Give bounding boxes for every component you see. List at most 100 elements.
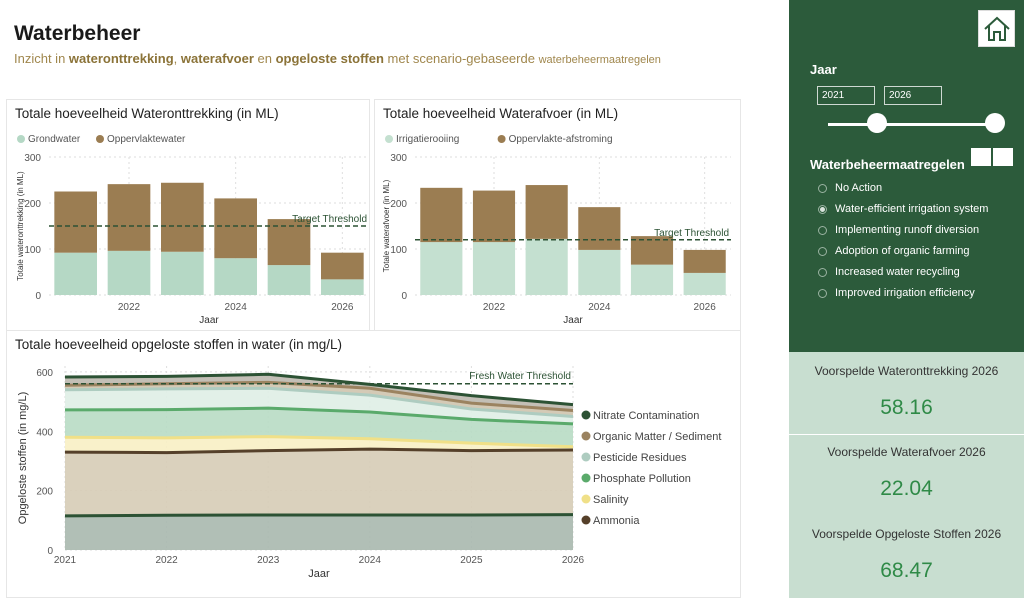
area-band [65,436,573,453]
measure-option-label: Implementing runoff diversion [835,224,980,236]
year-label: Jaar [810,62,837,77]
bar-segment [683,249,726,273]
legend-marker [385,135,393,143]
home-button[interactable] [978,10,1015,47]
bar-segment [54,252,97,295]
bar-segment [420,242,463,295]
withdrawal-chart-title: Totale hoeveelheid Wateronttrekking (in … [15,106,279,121]
y-tick-label: 200 [24,199,41,210]
y-tick-label: 200 [390,199,407,210]
series-line [64,406,574,426]
year-slider-track[interactable] [828,123,996,126]
bar-segment [267,219,311,266]
x-tick-label: 2022 [483,302,506,313]
home-icon [983,16,1010,41]
kpi-label: Voorspelde Wateronttrekking 2026 [814,364,999,378]
measure-option-label: Adoption of organic farming [835,245,970,257]
y-tick-label: 200 [36,487,53,498]
legend-label: Irrigatierooiing [396,134,459,145]
bar-segment [214,258,257,295]
area-band [65,514,573,550]
area-band [65,388,573,424]
measure-option-label: Improved irrigation efficiency [835,287,975,299]
year-slider-start-handle[interactable] [867,113,887,133]
legend-marker [581,473,591,483]
x-tick-label: 2026 [694,302,717,313]
x-tick-label: 2024 [588,302,611,313]
bar-segment [321,279,364,295]
x-axis-title: Jaar [199,315,219,326]
x-tick-label: 2024 [359,555,382,566]
year-slider-end-handle[interactable] [985,113,1005,133]
kpi-value: 68.47 [880,559,933,582]
bar-segment [107,250,151,295]
threshold-label: Target Threshold [654,228,729,239]
bar-segment [472,242,516,295]
x-axis-title: Jaar [308,568,330,580]
radio-icon[interactable] [818,289,827,298]
kpi-card-drainage-solutes: Voorspelde Waterafvoer 2026 22.04 Voorsp… [789,435,1024,598]
radio-icon[interactable] [818,184,827,193]
series-line [64,447,574,455]
measure-option-label: Water-efficient irrigation system [835,203,989,215]
bar-segment [161,182,204,252]
legend-marker [581,515,591,525]
y-tick-label: 0 [47,546,53,557]
withdrawal-chart-panel: Totale hoeveelheid Wateronttrekking (in … [6,99,370,331]
radio-icon[interactable] [818,247,827,256]
bar-segment [420,187,463,243]
bar-segment [54,191,97,253]
bar-segment [630,236,674,265]
solutes-chart-panel: Totale hoeveelheid opgeloste stoffen in … [6,330,741,598]
legend-label: Oppervlaktewater [107,134,186,145]
bar-segment [683,272,726,295]
clear-selection-button[interactable] [993,148,1013,166]
year-to-input[interactable]: 2026 [884,86,942,105]
legend-label: Organic Matter / Sediment [593,431,721,443]
legend-marker [581,410,591,420]
x-tick-label: 2024 [225,302,248,313]
kpi-label: Voorspelde Opgeloste Stoffen 2026 [811,527,1002,541]
kpi-value: 22.04 [880,477,933,500]
bar-segment [578,207,621,250]
y-axis-title: Totale waterafvoer (in ML) [382,179,391,272]
y-axis-title: Totale wateronttrekking (in ML) [16,171,25,281]
radio-icon[interactable] [818,268,827,277]
area-band [65,449,573,516]
drainage-chart-panel: Totale hoeveelheid Waterafvoer (in ML) I… [374,99,741,331]
series-line [64,513,574,518]
x-tick-label: 2025 [460,555,483,566]
year-from-input[interactable]: 2021 [817,86,875,105]
threshold-label: Fresh Water Threshold [469,371,571,382]
legend-label: Nitrate Contamination [593,410,699,422]
y-tick-label: 600 [36,368,53,379]
drainage-chart: Irrigatierooiing Oppervlakte-afstroming 0 1… [382,134,731,326]
legend-label: Salinity [593,494,629,506]
bar-segment [525,238,568,295]
radio-icon[interactable] [818,205,827,214]
legend-marker [497,135,506,143]
page-subtitle: Inzicht in wateronttrekking, waterafvoer… [14,51,661,66]
solutes-chart-title: Totale hoeveelheid opgeloste stoffen in … [15,337,342,352]
x-tick-label: 2022 [118,302,141,313]
legend-label: Phosphate Pollution [593,473,691,485]
y-axis-title: Opgeloste stoffen (in mg/L) [17,392,29,524]
series-line [64,386,574,418]
kpi-label: Voorspelde Waterafvoer 2026 [827,445,986,459]
measure-option-label: Increased water recycling [835,266,960,278]
x-tick-label: 2026 [562,555,585,566]
y-tick-label: 0 [35,291,41,302]
bar-segment [214,198,257,259]
legend-marker [581,452,591,462]
threshold-label: Target Threshold [292,214,367,225]
bar-segment [472,190,516,243]
radio-icon[interactable] [818,226,827,235]
series-line [64,372,574,407]
bar-segment [525,185,568,239]
legend-marker [17,135,25,143]
filter-sidebar: Jaar 2021 2026 Waterbeheermaatregelen No… [789,0,1024,352]
select-all-button[interactable] [971,148,991,166]
y-tick-label: 300 [390,153,407,164]
measures-label: Waterbeheermaatregelen [810,157,965,172]
drainage-chart-title: Totale hoeveelheid Waterafvoer (in ML) [383,106,619,121]
